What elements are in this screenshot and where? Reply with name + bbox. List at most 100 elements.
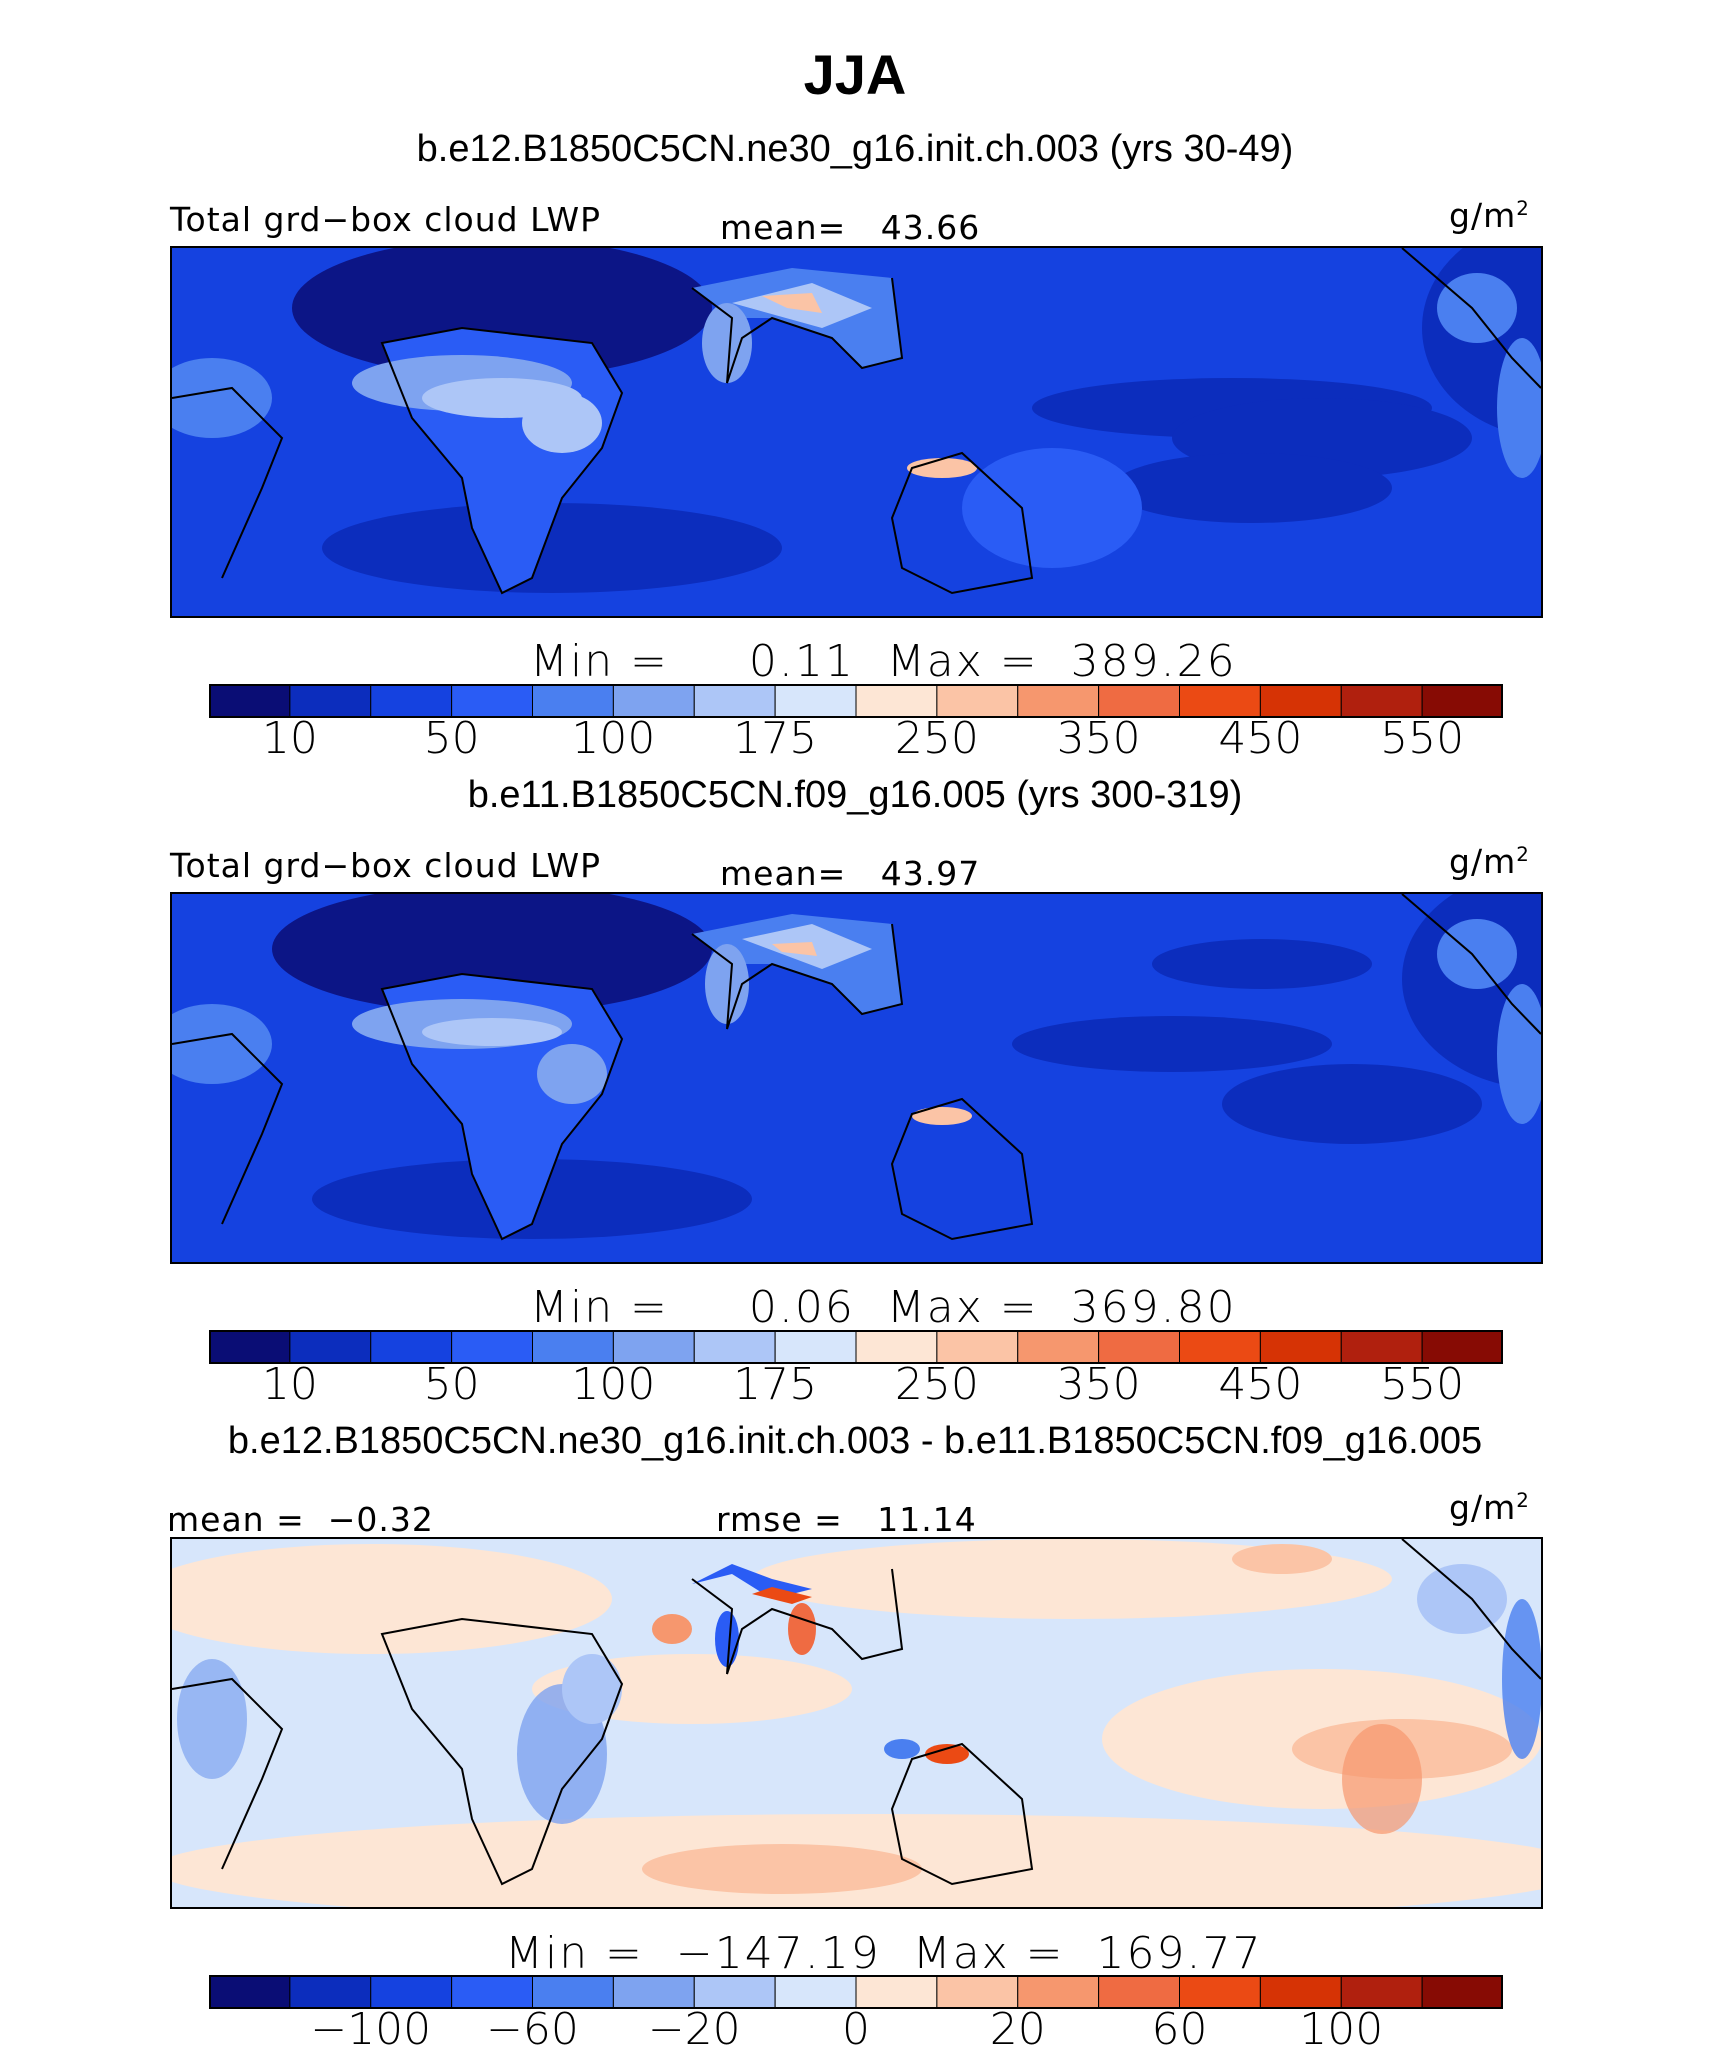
colorbar-swatch <box>1017 1975 1100 2009</box>
colorbar-tick-label: 250 <box>894 713 979 764</box>
colorbar-swatch <box>774 684 857 718</box>
panel1-subtitle: b.e12.B1850C5CN.ne30_g16.init.ch.003 (yr… <box>416 128 1294 170</box>
colorbar-tick-label: 20 <box>989 2004 1046 2055</box>
colorbar-swatch <box>936 684 1019 718</box>
colorbar-swatch <box>1259 1975 1342 2009</box>
colorbar-tick-label: −60 <box>486 2004 579 2055</box>
colorbar-tick-label: −20 <box>647 2004 741 2055</box>
colorbar-swatch <box>774 1975 857 2009</box>
colorbar-tick-label: 350 <box>1056 713 1141 764</box>
panel3-mean-value: −0.32 <box>327 1500 434 1539</box>
panel3-rmse-value: 11.14 <box>877 1500 977 1539</box>
panel1-mean-label: mean= <box>720 208 847 247</box>
panel2-colorbar <box>209 1330 1503 1364</box>
colorbar-swatch <box>451 1975 534 2009</box>
colorbar-tick-label: 50 <box>423 1359 480 1410</box>
colorbar-frame <box>209 1975 1503 2009</box>
figure-title: JJA <box>803 43 907 106</box>
colorbar-swatch <box>693 1330 776 1364</box>
colorbar-swatch <box>855 1330 938 1364</box>
colorbar-tick-label: 450 <box>1218 1359 1303 1410</box>
colorbar-swatch <box>1098 1330 1181 1364</box>
colorbar-tick-label: 100 <box>571 1359 656 1410</box>
colorbar-swatch <box>1421 684 1503 718</box>
panel2-max-value: 369.80 <box>1070 1282 1237 1333</box>
panel3-map <box>170 1537 1543 1909</box>
colorbar-swatch <box>1340 1975 1423 2009</box>
panel3-units: g/m2 <box>1449 1488 1530 1527</box>
panel1-variable-label: Total grd−box cloud LWP <box>170 200 601 239</box>
panel1-min-value: 0.11 <box>748 636 855 687</box>
colorbar-swatch <box>936 1975 1019 2009</box>
panel1-mean: mean= 43.66 <box>720 208 980 247</box>
panel3-colorbar <box>209 1975 1503 2009</box>
panel2-mean: mean= 43.97 <box>720 854 980 893</box>
panel2-min-max: Min = 0.06 Max = 369.80 <box>530 1282 1237 1333</box>
panel2-variable-label: Total grd−box cloud LWP <box>170 846 601 885</box>
panel1-mean-value: 43.66 <box>880 208 981 247</box>
colorbar-swatch <box>693 1975 776 2009</box>
colorbar-swatch <box>1179 684 1261 718</box>
colorbar-tick-label: 175 <box>733 1359 818 1410</box>
colorbar-swatch <box>1421 1330 1503 1364</box>
panel3-mean-label: mean = <box>167 1500 305 1539</box>
colorbar-swatch <box>289 1330 372 1364</box>
colorbar-swatch <box>532 1330 614 1364</box>
panel2-min-value: 0.06 <box>748 1282 855 1333</box>
colorbar-tick-label: 100 <box>1299 2004 1384 2055</box>
colorbar-swatch <box>451 1330 534 1364</box>
panel2-max-label: Max = <box>886 1282 1039 1333</box>
panel3-rmse-label: rmse = <box>716 1500 843 1539</box>
panel3-max-label: Max = <box>912 1928 1065 1979</box>
colorbar-tick-label: 550 <box>1380 713 1465 764</box>
panel1-units-base: g/m <box>1449 196 1517 235</box>
colorbar-swatch <box>1340 1330 1423 1364</box>
colorbar-tick-label: 10 <box>261 1359 318 1410</box>
colorbar-swatch <box>1421 1975 1503 2009</box>
panel2-map <box>170 892 1543 1264</box>
panel3-units-exponent: 2 <box>1516 1489 1530 1512</box>
panel3-min-value: −147.19 <box>675 1928 881 1979</box>
panel1-map <box>170 246 1543 618</box>
colorbar-swatch <box>1340 684 1423 718</box>
colorbar-tick-label: 0 <box>842 2004 870 2055</box>
panel1-min-max: Min = 0.11 Max = 389.26 <box>530 636 1237 687</box>
panel3-units-base: g/m <box>1449 1488 1517 1527</box>
colorbar-swatch <box>774 1330 857 1364</box>
colorbar-tick-label: −100 <box>310 2004 432 2055</box>
colorbar-frame <box>209 1330 1503 1364</box>
panel1-colorbar <box>209 684 1503 718</box>
colorbar-swatch <box>1179 1330 1261 1364</box>
panel2-mean-label: mean= <box>720 854 847 893</box>
panel3-subtitle: b.e12.B1850C5CN.ne30_g16.init.ch.003 - b… <box>227 1420 1483 1462</box>
colorbar-swatch <box>532 684 614 718</box>
colorbar-tick-label: 100 <box>571 713 656 764</box>
colorbar-swatch <box>1017 684 1100 718</box>
colorbar-swatch <box>289 1975 372 2009</box>
colorbar-swatch <box>289 684 372 718</box>
colorbar-swatch <box>451 684 534 718</box>
panel2-subtitle: b.e11.B1850C5CN.f09_g16.005 (yrs 300-319… <box>467 774 1243 816</box>
panel3-mean: mean = −0.32 <box>167 1500 434 1539</box>
panel3-min-label: Min = <box>505 1928 644 1979</box>
panel1-max-label: Max = <box>886 636 1039 687</box>
panel1-units: g/m2 <box>1449 196 1530 235</box>
panel2-units: g/m2 <box>1449 842 1530 881</box>
panel2-units-exponent: 2 <box>1516 843 1530 866</box>
colorbar-tick-label: 10 <box>261 713 318 764</box>
panel2-min-label: Min = <box>530 1282 669 1333</box>
colorbar-tick-label: 50 <box>423 713 480 764</box>
panel1-max-value: 389.26 <box>1070 636 1237 687</box>
panel3-rmse: rmse = 11.14 <box>716 1500 977 1539</box>
colorbar-swatch <box>1259 684 1342 718</box>
panel2-units-base: g/m <box>1449 842 1517 881</box>
panel2-mean-value: 43.97 <box>880 854 981 893</box>
colorbar-tick-label: 550 <box>1380 1359 1465 1410</box>
panel1-min-label: Min = <box>530 636 669 687</box>
panel3-max-value: 169.77 <box>1096 1928 1263 1979</box>
colorbar-tick-label: 350 <box>1056 1359 1141 1410</box>
colorbar-swatch <box>209 1330 291 1364</box>
colorbar-tick-label: 450 <box>1218 713 1303 764</box>
colorbar-tick-label: 175 <box>733 713 818 764</box>
colorbar-tick-label: 60 <box>1151 2004 1208 2055</box>
